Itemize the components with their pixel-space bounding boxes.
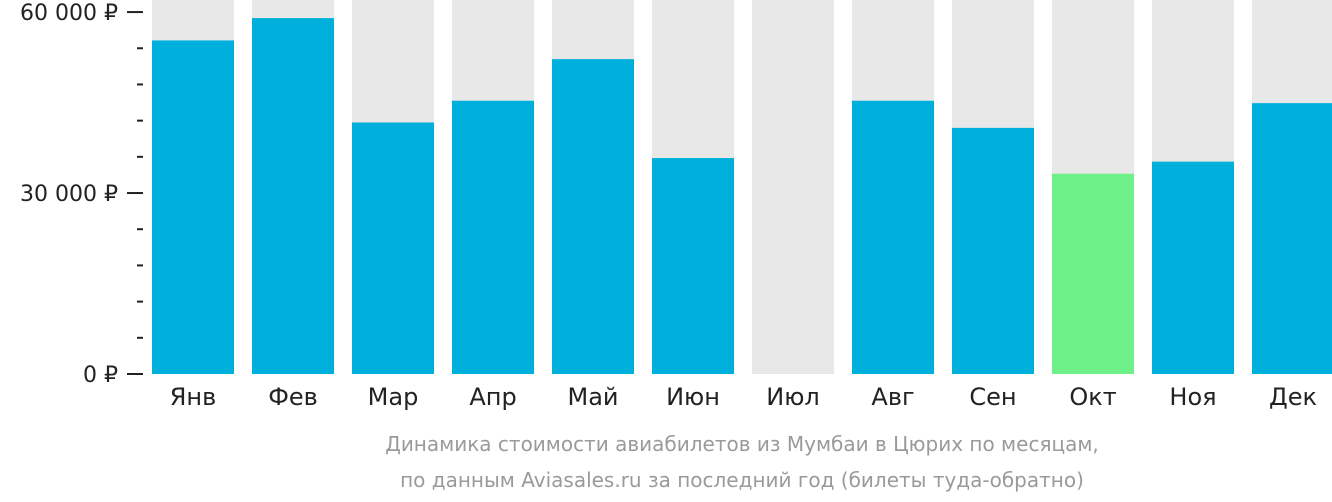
- x-axis: Янв Фев Мар Апр Май Июн Июл Авг Сен Окт Ноя Дек: [170, 383, 1317, 411]
- x-tick-label: Июн: [666, 383, 720, 411]
- x-tick-label: Авг: [871, 383, 914, 411]
- bar-Авг[interactable]: [852, 100, 934, 374]
- bar-Фев[interactable]: [252, 18, 334, 375]
- bar-Май[interactable]: [552, 59, 634, 375]
- background-bar-6: [752, 0, 834, 374]
- x-tick-label: Мар: [368, 383, 419, 411]
- bar-Июн[interactable]: [652, 158, 734, 374]
- y-tick-label: 0 ₽: [83, 363, 118, 388]
- bar-Янв[interactable]: [152, 40, 234, 374]
- y-tick-label: 30 000 ₽: [20, 182, 118, 207]
- caption-line-1: Динамика стоимости авиабилетов из Мумбаи…: [385, 432, 1099, 456]
- bar-Окт[interactable]: [1052, 173, 1134, 374]
- y-tick-label: 60 000 ₽: [20, 1, 118, 26]
- x-tick-label: Апр: [469, 383, 516, 411]
- x-tick-label: Июл: [766, 383, 820, 411]
- caption-line-2: по данным Aviasales.ru за последний год …: [400, 468, 1084, 492]
- x-tick-label: Сен: [969, 383, 1016, 411]
- bar-Апр[interactable]: [452, 100, 534, 374]
- x-tick-label: Окт: [1069, 383, 1116, 411]
- bar-Мар[interactable]: [352, 122, 434, 375]
- bars: [152, 18, 1332, 375]
- bar-Сен[interactable]: [952, 127, 1034, 374]
- bar-Ноя[interactable]: [1152, 161, 1234, 374]
- x-tick-label: Янв: [170, 383, 217, 411]
- x-tick-label: Дек: [1269, 383, 1317, 411]
- x-tick-label: Ноя: [1169, 383, 1216, 411]
- y-axis: 0 ₽ 30 000 ₽ 60 000 ₽: [20, 1, 143, 388]
- x-tick-label: Фев: [268, 383, 318, 411]
- x-tick-label: Май: [567, 383, 618, 411]
- bar-Дек[interactable]: [1252, 103, 1332, 374]
